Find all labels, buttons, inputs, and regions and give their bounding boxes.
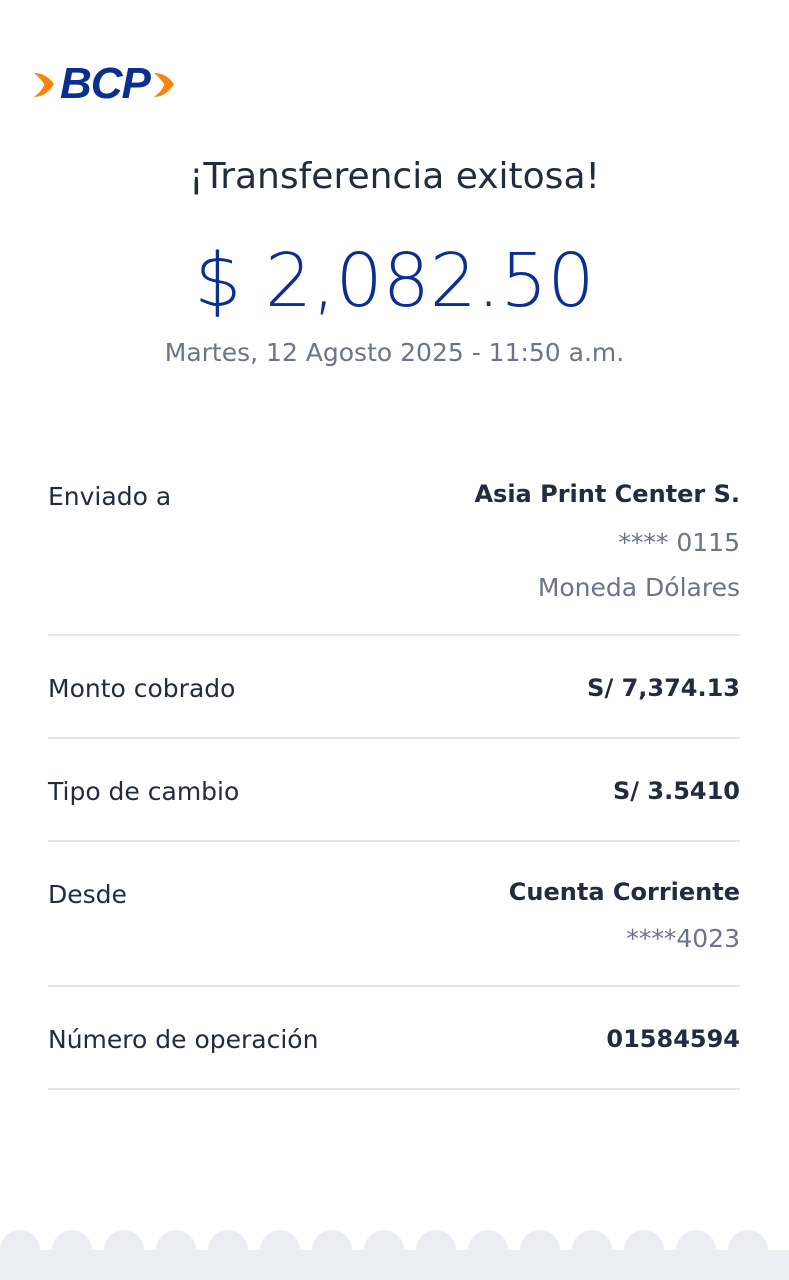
details-list: Enviado a Asia Print Center S. **** 0115…	[48, 460, 740, 1090]
scallop-bump	[416, 1230, 456, 1270]
detail-value: S/ 3.5410	[612, 777, 740, 805]
detail-label: Tipo de cambio	[48, 777, 240, 806]
page-title: ¡Transferencia exitosa!	[189, 156, 600, 197]
transfer-datetime: Martes, 12 Agosto 2025 - 11:50 a.m.	[164, 338, 625, 367]
detail-row-recipient: Enviado a Asia Print Center S. **** 0115…	[48, 460, 740, 636]
chevron-right-logo-icon	[153, 73, 174, 97]
currency: Moneda Dólares	[537, 573, 740, 602]
detail-label: Número de operación	[48, 1025, 319, 1054]
detail-label: Desde	[48, 880, 127, 909]
scallop-bump	[0, 1230, 40, 1270]
transfer-amount: $ 2,082.50	[194, 238, 595, 324]
logo-text: BCP	[60, 59, 151, 108]
scallop-bump	[520, 1230, 560, 1270]
detail-row-from: Desde Cuenta Corriente ****4023	[48, 842, 740, 987]
scallop-bump	[312, 1230, 352, 1270]
detail-value: S/ 7,374.13	[587, 674, 740, 702]
receipt-scallop-edge	[0, 1230, 789, 1280]
detail-row-operation-number: Número de operación 01584594	[48, 987, 740, 1090]
scallop-bump	[728, 1230, 768, 1270]
scallop-bump	[624, 1230, 664, 1270]
scallop-bump	[260, 1230, 300, 1270]
detail-value: Cuenta Corriente	[508, 878, 740, 906]
scallop-bump	[156, 1230, 196, 1270]
account-number: ****4023	[626, 924, 740, 953]
detail-value: 01584594	[606, 1025, 740, 1053]
detail-value: Asia Print Center S.	[474, 480, 740, 508]
detail-label: Enviado a	[48, 482, 172, 511]
scallop-bump	[208, 1230, 248, 1270]
scallop-bump	[104, 1230, 144, 1270]
detail-row-exchange-rate: Tipo de cambio S/ 3.5410	[48, 739, 740, 842]
scallop-bump	[676, 1230, 716, 1270]
scallop-bump	[468, 1230, 508, 1270]
scallop-bump	[52, 1230, 92, 1270]
detail-row-charged: Monto cobrado S/ 7,374.13	[48, 636, 740, 739]
scallop-bump	[364, 1230, 404, 1270]
scallop-bump	[572, 1230, 612, 1270]
detail-label: Monto cobrado	[48, 674, 236, 703]
chevron-left-logo-icon	[34, 73, 54, 97]
bcp-logo: BCP	[32, 59, 178, 108]
account-number: **** 0115	[618, 528, 740, 557]
